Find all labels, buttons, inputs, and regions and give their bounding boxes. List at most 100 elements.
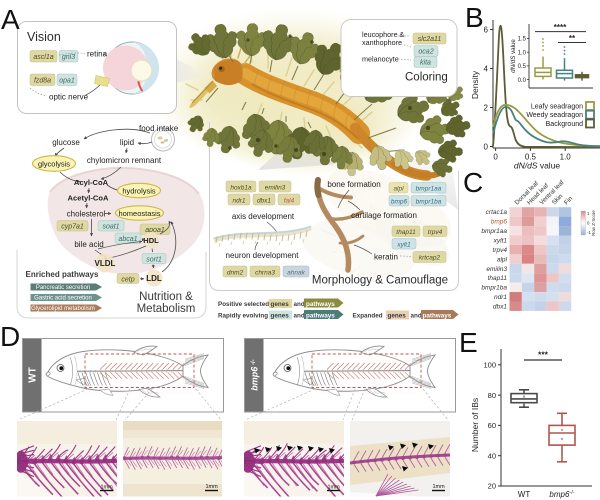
- svg-text:thap11: thap11: [488, 275, 508, 282]
- svg-text:leucophore &: leucophore &: [362, 30, 405, 39]
- svg-text:ahnak: ahnak: [287, 270, 305, 277]
- svg-text:Acyl-CoA: Acyl-CoA: [74, 178, 109, 187]
- svg-text:A: A: [1, 4, 20, 35]
- svg-text:bmp6: bmp6: [391, 199, 408, 206]
- svg-text:0.0: 0.0: [518, 78, 527, 84]
- svg-text:Pancreatic secretion: Pancreatic secretion: [36, 285, 90, 291]
- svg-text:dbx1: dbx1: [257, 198, 271, 205]
- svg-text:1mm: 1mm: [328, 485, 341, 491]
- svg-text:1.0: 1.0: [518, 50, 527, 56]
- svg-text:and: and: [294, 301, 305, 308]
- svg-text:1mm: 1mm: [101, 485, 114, 491]
- svg-text:Nutrition &: Nutrition &: [139, 291, 193, 303]
- svg-text:WT: WT: [28, 367, 39, 383]
- svg-text:bone formation: bone formation: [327, 180, 380, 189]
- svg-text:Fin: Fin: [563, 195, 574, 206]
- svg-text:Row Z-Score: Row Z-Score: [591, 210, 596, 236]
- svg-text:0.5: 0.5: [525, 153, 537, 162]
- svg-text:retina: retina: [87, 50, 108, 59]
- svg-text:Morphology & Camouflage: Morphology & Camouflage: [312, 275, 448, 287]
- svg-text:-1: -1: [587, 230, 591, 235]
- svg-text:4: 4: [484, 65, 489, 74]
- svg-text:1.0: 1.0: [560, 153, 572, 162]
- svg-text:Gastric acid secretion: Gastric acid secretion: [34, 296, 92, 302]
- svg-text:ascl1a: ascl1a: [33, 54, 53, 61]
- svg-text:bmp6 -/-: bmp6 -/-: [250, 359, 260, 390]
- svg-text:Vision: Vision: [27, 30, 61, 44]
- svg-text:HDL: HDL: [143, 236, 159, 245]
- svg-text:emilin3: emilin3: [265, 185, 286, 192]
- svg-text:dbx1: dbx1: [493, 304, 507, 311]
- svg-text:VLDL: VLDL: [95, 259, 116, 268]
- svg-text:Acetyl-CoA: Acetyl-CoA: [68, 194, 109, 203]
- svg-text:bmp6-/-: bmp6-/-: [549, 490, 574, 499]
- svg-text:genes: genes: [271, 301, 290, 308]
- svg-text:melanocyte: melanocyte: [362, 55, 399, 64]
- svg-text:axis development: axis development: [232, 212, 295, 221]
- svg-text:C: C: [463, 167, 483, 198]
- svg-text:1mm: 1mm: [206, 484, 219, 490]
- svg-text:bmpr1ba: bmpr1ba: [416, 199, 442, 206]
- svg-text:genes: genes: [388, 313, 407, 320]
- svg-text:kita: kita: [420, 60, 431, 67]
- svg-text:1.5: 1.5: [518, 37, 527, 43]
- svg-text:fal4: fal4: [284, 198, 295, 205]
- svg-text:gnl3: gnl3: [62, 54, 75, 61]
- svg-text:20: 20: [488, 482, 496, 491]
- svg-text:pathways: pathways: [306, 312, 335, 319]
- svg-text:bmpr1aa: bmpr1aa: [416, 186, 442, 193]
- svg-text:fzd8a: fzd8a: [34, 78, 51, 85]
- svg-text:cholesterol: cholesterol: [67, 210, 106, 219]
- svg-text:ndr1: ndr1: [232, 198, 245, 205]
- svg-text:Metabolism: Metabolism: [137, 303, 196, 315]
- svg-text:pathways: pathways: [306, 301, 335, 308]
- svg-text:dN/dS value: dN/dS value: [514, 161, 561, 171]
- svg-text:dN/dS value: dN/dS value: [510, 39, 517, 73]
- svg-text:***: ***: [538, 350, 549, 360]
- svg-text:****: ****: [554, 23, 567, 32]
- svg-text:bile acid: bile acid: [74, 240, 103, 249]
- svg-text:glycolysis: glycolysis: [38, 160, 70, 169]
- svg-text:Glycerolipid metabolism: Glycerolipid metabolism: [31, 306, 95, 312]
- svg-text:and: and: [294, 313, 305, 320]
- svg-text:dnm2: dnm2: [227, 270, 244, 277]
- svg-text:100: 100: [483, 361, 496, 370]
- svg-text:keratin: keratin: [374, 253, 398, 262]
- svg-text:pathways: pathways: [423, 312, 452, 319]
- svg-text:0.5: 0.5: [518, 64, 527, 70]
- svg-text:thap11: thap11: [396, 229, 416, 236]
- svg-text:LDL: LDL: [146, 274, 162, 283]
- svg-text:chrna3: chrna3: [255, 270, 275, 277]
- svg-text:cetp: cetp: [121, 276, 134, 283]
- svg-text:soat1: soat1: [102, 224, 119, 231]
- svg-text:1: 1: [587, 211, 590, 216]
- svg-text:hydrolysis: hydrolysis: [122, 187, 156, 196]
- svg-text:B: B: [465, 2, 484, 33]
- svg-text:bmpr1ba: bmpr1ba: [481, 285, 507, 292]
- svg-text:xylt1: xylt1: [493, 238, 508, 245]
- svg-text:crtac1a: crtac1a: [486, 209, 508, 216]
- svg-text:0: 0: [493, 153, 498, 162]
- svg-text:40: 40: [488, 451, 496, 460]
- svg-text:bmpr1aa: bmpr1aa: [481, 228, 507, 235]
- svg-text:emilin3: emilin3: [486, 266, 507, 273]
- svg-text:opa1: opa1: [59, 78, 75, 85]
- svg-text:trpv4: trpv4: [428, 229, 443, 236]
- svg-text:optic nerve: optic nerve: [49, 93, 89, 102]
- svg-text:**: **: [569, 34, 576, 43]
- svg-text:2: 2: [484, 104, 489, 113]
- svg-text:genes: genes: [271, 313, 290, 320]
- svg-text:food intake: food intake: [139, 124, 179, 133]
- svg-text:chylomicron remnant: chylomicron remnant: [87, 156, 162, 165]
- svg-text:D: D: [0, 321, 20, 352]
- svg-text:neuron development: neuron development: [226, 251, 300, 260]
- svg-text:Leafy seadragon: Leafy seadragon: [531, 104, 583, 111]
- svg-text:ndr1: ndr1: [494, 294, 507, 301]
- svg-text:0: 0: [587, 221, 590, 226]
- svg-text:trpv4: trpv4: [493, 247, 508, 254]
- svg-text:apoa1: apoa1: [145, 227, 165, 234]
- svg-text:abca1: abca1: [118, 236, 137, 243]
- svg-text:E: E: [459, 327, 478, 358]
- svg-text:sort1: sort1: [146, 256, 162, 263]
- svg-text:hoxb1a: hoxb1a: [230, 185, 252, 192]
